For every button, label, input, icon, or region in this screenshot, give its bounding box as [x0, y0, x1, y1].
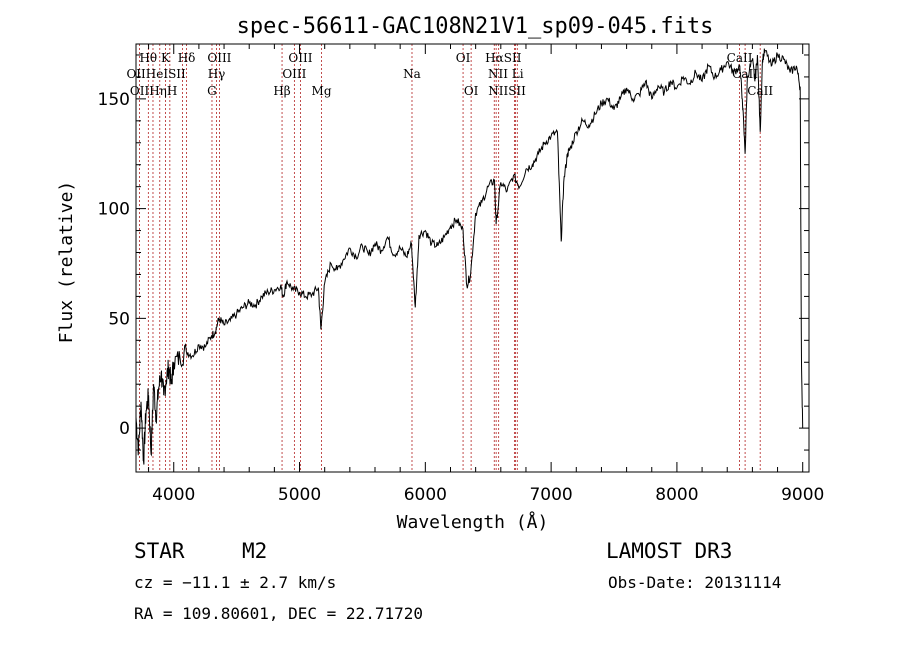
plot-frame: [135, 43, 810, 473]
spectrum-series: [135, 48, 804, 465]
line-label: Hθ: [139, 51, 157, 65]
line-label: NIISII: [488, 84, 526, 98]
axis-ticks: 4000 5000 6000 7000 8000 9000 0 50 100 150: [98, 44, 824, 505]
redshift-value: cz = −11.1 ± 2.7 km/s: [134, 573, 337, 592]
object-subclass: M2: [242, 539, 268, 563]
x-tick-label: 6000: [404, 485, 447, 505]
line-label: Na: [403, 67, 421, 81]
line-label: CaII: [747, 84, 773, 98]
line-label: K: [161, 51, 171, 65]
line-label: CaII: [732, 67, 758, 81]
y-tick-label: 50: [108, 309, 130, 329]
spectrum-line: [135, 48, 804, 465]
obs-date: Obs-Date: 20131114: [608, 573, 782, 592]
y-tick-label: 100: [98, 200, 130, 220]
line-label: NII Li: [488, 67, 524, 81]
line-label: Hγ: [208, 67, 226, 81]
line-label: G: [207, 84, 217, 98]
x-axis-label: Wavelength (Å): [397, 511, 549, 533]
line-label: OI: [464, 84, 479, 98]
x-tick-label: 9000: [781, 485, 824, 505]
object-class: STAR: [134, 539, 185, 563]
coordinates: RA = 109.80601, DEC = 22.71720: [134, 604, 423, 623]
survey-name: LAMOST DR3: [606, 539, 733, 563]
x-tick-label: 4000: [152, 485, 195, 505]
y-tick-label: 0: [119, 419, 130, 439]
line-label: OIII: [288, 51, 312, 65]
line-label: Mg: [312, 84, 332, 98]
line-label: OIIHeISII: [126, 67, 186, 81]
y-axis-label: Flux (relative): [56, 181, 77, 344]
y-tick-label: 150: [98, 90, 130, 110]
line-label: Hβ: [273, 84, 290, 98]
x-tick-label: 7000: [529, 485, 572, 505]
x-tick-label: 5000: [278, 485, 321, 505]
line-label: OIII: [207, 51, 231, 65]
line-label: HαSII: [485, 51, 522, 65]
emission-line-labels: Hθ K Hδ OIII OIII OI HαSII CaII OIIHeISII Hγ OIII N…: [126, 51, 773, 98]
line-label: CaII: [727, 51, 753, 65]
emission-lines-layer: [138, 44, 761, 472]
line-label: OIIHηH: [130, 84, 177, 98]
line-label: OIII: [282, 67, 306, 81]
line-label: OI: [456, 51, 471, 65]
x-tick-label: 8000: [655, 485, 698, 505]
chart-title: spec-56611-GAC108N21V1_sp09-045.fits: [237, 14, 714, 39]
line-label: Hδ: [178, 51, 196, 65]
